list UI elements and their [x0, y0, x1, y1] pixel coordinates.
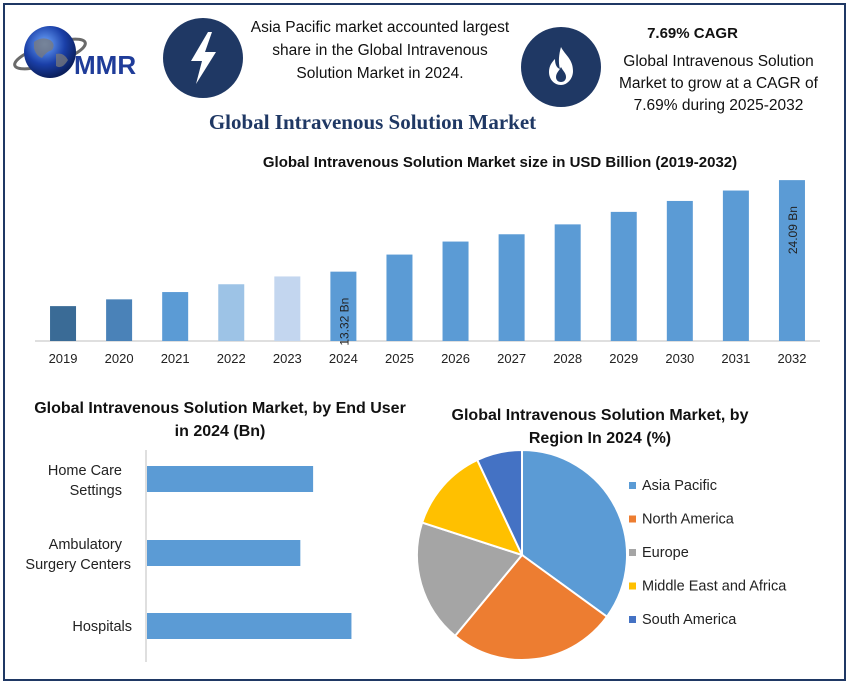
- region-chart-title: Global Intravenous Solution Market, by R…: [451, 407, 749, 447]
- pie-slice-asia-pacific: [521, 448, 628, 619]
- headline-left: Asia Pacific market accounted largest sh…: [250, 19, 510, 82]
- bar-2031: [722, 190, 749, 341]
- bar-2030: [666, 200, 693, 341]
- legend-swatch: [629, 616, 636, 623]
- x-tick-label: 2026: [441, 351, 470, 366]
- pie-slice-middle-east-and-africa: [420, 458, 524, 557]
- x-tick-label: 2024: [329, 351, 358, 366]
- main-title: Global Intravenous Solution Market: [208, 110, 537, 134]
- bar-2020: [106, 299, 133, 341]
- x-tick-label: 2020: [105, 351, 134, 366]
- pie-slice-north-america: [453, 553, 609, 661]
- bar-chart-title: Global Intravenous Solution Market size …: [262, 154, 738, 171]
- bar-2021: [162, 292, 189, 341]
- region-pie-chart: Asia Pacific North America Europe Middle Ea…: [416, 448, 787, 661]
- x-tick-label: 2021: [161, 351, 190, 366]
- pie-slice-europe: [416, 521, 524, 638]
- bar-2019: [50, 306, 77, 341]
- bar-2025: [386, 254, 413, 341]
- end-user-bar-chart: Home Care Settings Ambulatory Surgery Cente…: [25, 450, 352, 662]
- legend-swatch: [629, 582, 636, 590]
- legend-label: Middle East and Africa: [642, 579, 787, 595]
- bar-2022: [218, 284, 245, 341]
- bar-2027: [498, 234, 525, 341]
- legend-label: Europe: [642, 545, 689, 561]
- x-tick-label: 2025: [385, 351, 414, 366]
- x-tick-label: 2028: [553, 351, 582, 366]
- x-tick-label: 2023: [273, 351, 302, 366]
- lightning-bolt-icon: [163, 18, 243, 98]
- x-tick-label: 2022: [217, 351, 246, 366]
- logo-text: MMR: [74, 50, 136, 80]
- bar-2026: [442, 241, 469, 341]
- legend-label: North America: [642, 512, 735, 528]
- legend-swatch: [629, 482, 636, 489]
- bar-2024: [330, 271, 357, 341]
- legend-swatch: [629, 515, 636, 523]
- x-tick-label: 2032: [778, 351, 807, 366]
- x-tick-label: 2019: [49, 351, 78, 366]
- cagr-title: 7.69% CAGR: [647, 25, 738, 42]
- market-size-bar-chart: 2019 2020 2021 2022 2023 2024 13.32 Bn 2025 2026…: [35, 180, 820, 366]
- bar-home-care-settings: [147, 466, 314, 492]
- bar-data-label: 24.09 Bn: [786, 206, 800, 254]
- flame-icon: [521, 27, 601, 107]
- bar-ambulatory-surgery-centers: [147, 540, 301, 566]
- y-tick-label: Ambulatory Surgery Centers: [25, 537, 131, 573]
- x-tick-label: 2030: [665, 351, 694, 366]
- mmr-logo: MMR: [13, 26, 136, 80]
- bar-2028: [554, 224, 581, 341]
- x-tick-label: 2029: [609, 351, 638, 366]
- legend-label: South America: [642, 612, 737, 628]
- bar-data-label: 13.32 Bn: [337, 298, 351, 346]
- pie-slice-south-america: [475, 448, 523, 556]
- bar-2032: [778, 180, 805, 341]
- cagr-text: Global Intravenous Solution Market to gr…: [619, 53, 818, 114]
- legend-swatch: [629, 549, 636, 556]
- bar-hospitals: [147, 613, 352, 639]
- bar-2029: [610, 211, 637, 341]
- x-tick-label: 2031: [721, 351, 750, 366]
- y-tick-label: Home Care Settings: [48, 463, 122, 499]
- x-tick-label: 2027: [497, 351, 526, 366]
- end-user-chart-title: Global Intravenous Solution Market, by E…: [34, 400, 406, 440]
- y-tick-label: Hospitals: [72, 619, 132, 635]
- legend-label: Asia Pacific: [642, 478, 717, 494]
- bar-2023: [274, 276, 301, 341]
